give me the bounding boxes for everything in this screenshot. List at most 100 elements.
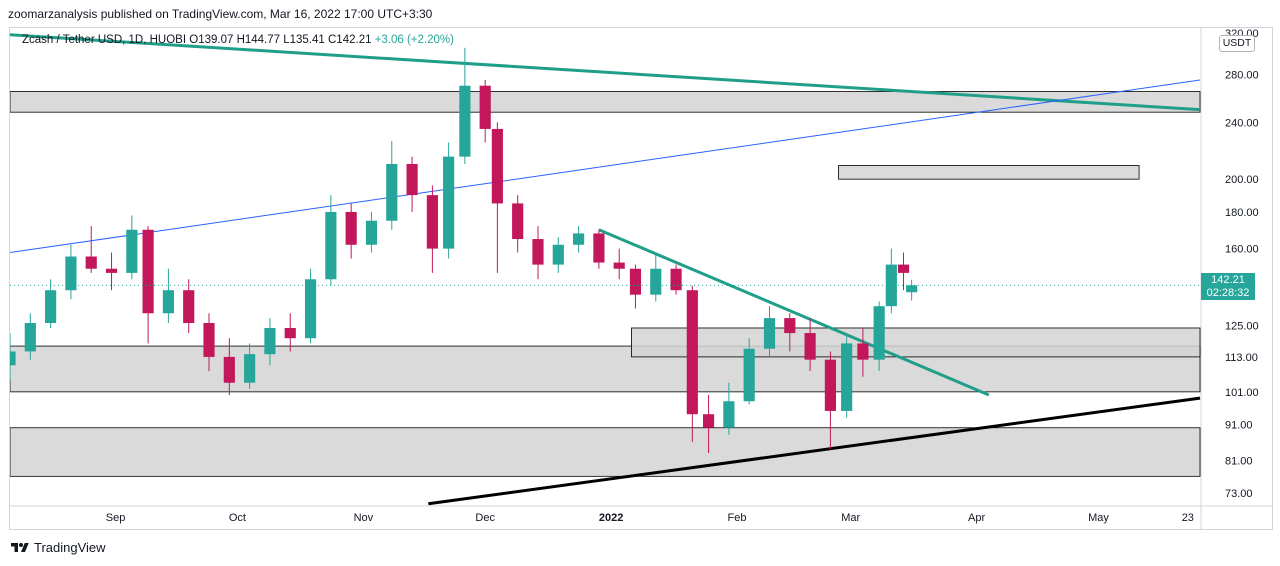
- time-tick-label: 2022: [599, 512, 623, 524]
- candle[interactable]: [479, 80, 491, 143]
- price-tick-label: 113.00: [1225, 352, 1258, 364]
- candle[interactable]: [650, 252, 662, 302]
- candle[interactable]: [552, 237, 564, 273]
- price-tick-label: 320.00: [1225, 28, 1259, 40]
- candle[interactable]: [857, 327, 869, 377]
- candle-body: [142, 229, 154, 314]
- trendline[interactable]: [10, 79, 1201, 254]
- candle-body: [804, 333, 816, 360]
- time-tick-label: Mar: [841, 512, 860, 524]
- time-tick-label: Apr: [968, 512, 985, 524]
- candle[interactable]: [345, 203, 357, 259]
- trendline[interactable]: [598, 228, 990, 397]
- candle[interactable]: [284, 313, 296, 352]
- candle[interactable]: [841, 333, 853, 418]
- support-resistance-zone[interactable]: [10, 91, 1201, 113]
- price-tick-label: 240.00: [1225, 117, 1259, 129]
- candle[interactable]: [573, 226, 585, 253]
- candle[interactable]: [804, 318, 816, 371]
- last-price-label: 142.21 02:28:32: [1201, 273, 1255, 300]
- candle[interactable]: [613, 248, 625, 280]
- candle[interactable]: [304, 268, 317, 344]
- price-tick-label: 91.00: [1225, 419, 1253, 431]
- symbol-legend[interactable]: Zcash / Tether USD, 1D, HUOBI O139.07 H1…: [22, 34, 454, 46]
- candle[interactable]: [723, 382, 735, 435]
- candle-body: [857, 343, 869, 360]
- tradingview-logo-icon: [11, 542, 29, 552]
- candle-body: [203, 323, 215, 357]
- support-resistance-zone[interactable]: [838, 165, 1140, 180]
- candle[interactable]: [743, 338, 755, 405]
- candle-body: [552, 244, 564, 265]
- price-tick-label: 200.00: [1225, 174, 1259, 186]
- candle[interactable]: [426, 185, 438, 273]
- publisher-line: zoomarzanalysis published on TradingView…: [8, 7, 433, 21]
- candle[interactable]: [183, 279, 195, 334]
- candle-body: [824, 359, 836, 411]
- support-resistance-zone[interactable]: [10, 427, 1201, 477]
- candle[interactable]: [325, 195, 337, 286]
- candle[interactable]: [491, 122, 503, 273]
- price-tick-label: 101.00: [1225, 387, 1259, 399]
- time-tick-label: Dec: [475, 512, 495, 524]
- currency-unit-badge[interactable]: USDT: [1219, 35, 1255, 52]
- candle[interactable]: [443, 142, 455, 259]
- time-tick-label: Feb: [728, 512, 747, 524]
- candle[interactable]: [105, 252, 118, 291]
- candle-body: [386, 163, 398, 221]
- candle-body: [284, 327, 296, 339]
- candle[interactable]: [629, 264, 642, 309]
- candle[interactable]: [65, 244, 77, 300]
- candle-body: [593, 233, 605, 263]
- candle[interactable]: [702, 394, 715, 453]
- price-tick-label: 81.00: [1225, 456, 1253, 468]
- support-resistance-zone[interactable]: [630, 327, 1201, 358]
- candle[interactable]: [897, 252, 910, 291]
- candle[interactable]: [244, 343, 256, 389]
- candle[interactable]: [126, 215, 138, 280]
- candle[interactable]: [593, 229, 605, 269]
- trendline[interactable]: [428, 396, 1201, 506]
- chart-frame[interactable]: 320.00 280.00 240.00 200.00 180.00 160.00 125.…: [9, 27, 1273, 530]
- candle-body: [885, 264, 897, 307]
- candle-body: [183, 290, 195, 324]
- candle-body: [45, 290, 57, 324]
- candlestick-chart[interactable]: 320.00 280.00 240.00 200.00 180.00 160.00 125.…: [10, 28, 1272, 529]
- candle[interactable]: [906, 279, 918, 301]
- candle[interactable]: [142, 226, 154, 344]
- time-tick-label: 23: [1182, 512, 1194, 524]
- time-tick-label: Nov: [354, 512, 374, 524]
- tradingview-footer[interactable]: TradingView: [10, 540, 106, 555]
- candle[interactable]: [365, 211, 378, 253]
- candle[interactable]: [386, 141, 398, 230]
- candle[interactable]: [264, 318, 276, 366]
- candle[interactable]: [670, 264, 682, 295]
- time-tick-label: May: [1088, 512, 1109, 524]
- symbol-name[interactable]: Zcash / Tether USD, 1D, HUOBI: [22, 34, 187, 46]
- candle-body: [841, 343, 853, 411]
- candle[interactable]: [873, 301, 885, 371]
- candle[interactable]: [824, 351, 836, 450]
- candle[interactable]: [223, 338, 235, 395]
- candle[interactable]: [686, 285, 698, 442]
- candle-body: [304, 279, 317, 339]
- candle[interactable]: [24, 313, 36, 360]
- candle[interactable]: [85, 226, 97, 273]
- candle-body: [406, 163, 418, 196]
- candle[interactable]: [532, 226, 544, 280]
- candle[interactable]: [45, 279, 57, 328]
- candle[interactable]: [763, 306, 776, 357]
- candle[interactable]: [162, 268, 174, 324]
- trendline[interactable]: [10, 33, 1201, 112]
- price-tick-label: 73.00: [1225, 488, 1253, 500]
- candle-body: [873, 306, 885, 360]
- candle[interactable]: [10, 333, 16, 380]
- candle[interactable]: [784, 313, 796, 352]
- candle[interactable]: [203, 313, 215, 371]
- candle[interactable]: [459, 47, 471, 164]
- candle[interactable]: [406, 156, 418, 212]
- candle-body: [325, 211, 337, 280]
- candle[interactable]: [512, 195, 524, 253]
- candle-body: [126, 229, 138, 273]
- candle[interactable]: [885, 248, 897, 314]
